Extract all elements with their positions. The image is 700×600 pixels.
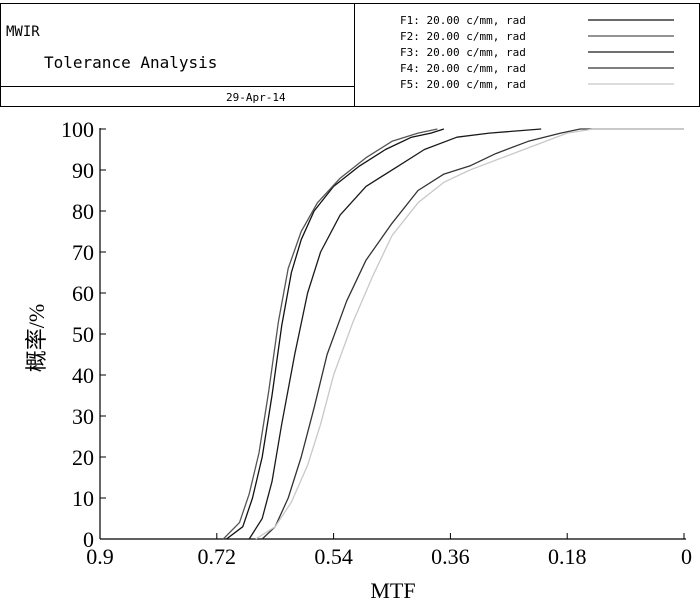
x-axis-label: MTF xyxy=(370,578,415,600)
series-line-f5 xyxy=(255,128,684,540)
x-tick-label: 0.9 xyxy=(86,544,114,569)
y-tick-label: 10 xyxy=(72,486,94,511)
header-instrument: MWIR xyxy=(6,24,40,40)
y-tick-label: 40 xyxy=(72,363,94,388)
y-tick-label: 50 xyxy=(72,322,94,347)
y-axis-label: 概率/% xyxy=(24,304,49,372)
y-tick-label: 80 xyxy=(72,199,94,224)
x-tick-label: 0.72 xyxy=(198,544,237,569)
y-tick-label: 0 xyxy=(83,527,94,552)
series-line-f1 xyxy=(226,128,445,540)
y-tick-label: 100 xyxy=(61,117,94,142)
y-tick-label: 20 xyxy=(72,445,94,470)
header-date: 29-Apr-14 xyxy=(226,91,286,104)
legend-label: F2: 20.00 c/mm, rad xyxy=(400,30,526,43)
y-tick-label: 70 xyxy=(72,240,94,265)
legend-label: F5: 20.00 c/mm, rad xyxy=(400,78,526,91)
plot-area xyxy=(222,128,684,540)
x-tick-label: 0.36 xyxy=(431,544,470,569)
x-tick-label: 0.54 xyxy=(314,544,353,569)
legend-label: F1: 20.00 c/mm, rad xyxy=(400,14,526,27)
header-panel: MWIR Tolerance Analysis 29-Apr-14 xyxy=(0,3,700,107)
x-tick-label: 0 xyxy=(681,544,692,569)
y-tick-label: 60 xyxy=(72,281,94,306)
legend-label: F4: 20.00 c/mm, rad xyxy=(400,62,526,75)
header-title: Tolerance Analysis xyxy=(44,53,217,72)
series-line-f4 xyxy=(261,128,684,540)
series-line-f2 xyxy=(222,128,438,540)
axes: 0 10 20 30 40 50 60 70 80 90 100 0.9 0.72 0.54 0.36 0.1… xyxy=(61,117,692,569)
y-tick-label: 30 xyxy=(72,404,94,429)
x-tick-label: 0.18 xyxy=(548,544,587,569)
legend: F1: 20.00 c/mm, rad F2: 20.00 c/mm, rad F3… xyxy=(400,14,674,91)
y-tick-label: 90 xyxy=(72,158,94,183)
series-line-f3 xyxy=(248,128,542,540)
legend-label: F3: 20.00 c/mm, rad xyxy=(400,46,526,59)
